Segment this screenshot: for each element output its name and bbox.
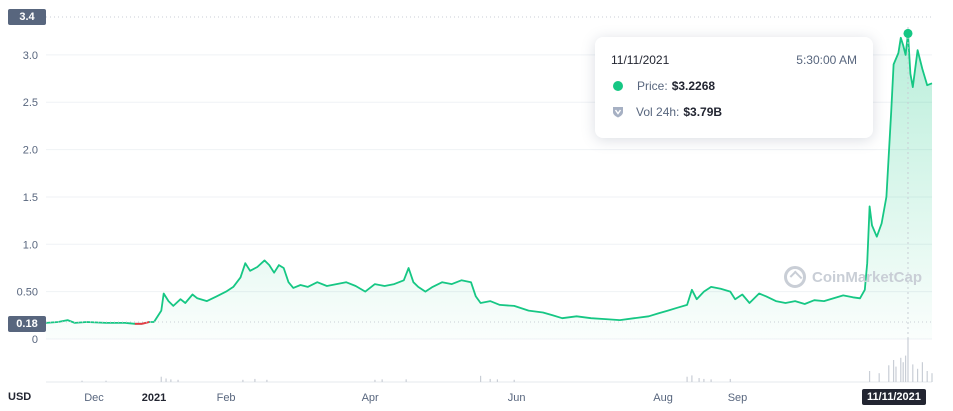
volume-bar <box>698 378 700 382</box>
volume-bar <box>892 360 895 382</box>
x-axis: Dec 2021 Feb Apr Jun Aug Sep <box>84 392 747 404</box>
volume-bar <box>904 355 907 382</box>
volume-bar <box>926 371 928 382</box>
y-tick-label: 2.5 <box>23 97 38 109</box>
tooltip-price-label: Price: <box>637 79 668 93</box>
volume-bar <box>479 375 482 382</box>
volume-bar <box>868 371 871 382</box>
volume-bar <box>381 379 383 382</box>
tooltip-date: 11/11/2021 <box>611 53 670 67</box>
x-tick-label: Jun <box>508 392 526 404</box>
volume-bar <box>878 373 880 382</box>
watermark-text: CoinMarketCap <box>812 268 923 286</box>
volume-bar <box>170 379 172 382</box>
price-line <box>45 32 933 325</box>
volume-bar <box>912 364 914 382</box>
volume-shield-icon <box>613 107 623 118</box>
x-tick-label: 2021 <box>142 392 166 404</box>
volume-bar <box>900 357 902 382</box>
volume-bar <box>907 338 909 382</box>
x-tick-label: Dec <box>84 392 104 404</box>
volume-bars <box>81 338 933 382</box>
watermark: CoinMarketCap <box>784 266 922 288</box>
y-axis: 3.0 2.5 2.0 1.5 1.0 0.50 0 <box>17 50 38 346</box>
volume-bar <box>496 379 499 382</box>
volume-bar <box>902 362 904 382</box>
volume-bar <box>374 379 376 382</box>
volume-bar <box>405 379 407 382</box>
min-price-badge: 0.18 <box>8 316 46 332</box>
hover-point <box>903 28 913 38</box>
volume-bar <box>489 378 491 382</box>
volume-bar <box>729 378 731 382</box>
price-area <box>46 33 932 340</box>
x-tick-label: Aug <box>653 392 673 404</box>
y-tick-label: 0 <box>32 334 38 346</box>
tooltip-price-value: $3.2268 <box>671 79 716 93</box>
y-tick-label: 1.5 <box>23 192 38 204</box>
tooltip-volume-value: $3.79B <box>683 105 723 119</box>
hover-date-badge: 11/11/2021 <box>862 389 926 405</box>
volume-bar <box>888 365 890 382</box>
volume-bar <box>81 380 83 382</box>
volume-bar <box>242 379 244 382</box>
price-line-down-segment <box>134 321 150 325</box>
volume-bar <box>703 378 705 382</box>
tooltip-time: 5:30:00 AM <box>796 53 857 67</box>
volume-bar <box>686 376 688 382</box>
volume-bar <box>105 380 107 382</box>
y-tick-label: 2.0 <box>23 145 38 157</box>
y-tick-label: 3.0 <box>23 50 38 62</box>
volume-bar <box>916 368 919 382</box>
volume-bar <box>160 376 162 382</box>
volume-bar <box>177 379 179 382</box>
y-tick-label: 1.0 <box>23 239 38 251</box>
tooltip-volume-label: Vol 24h: <box>636 105 680 119</box>
x-tick-label: Feb <box>217 392 236 404</box>
price-tooltip: 11/11/2021 5:30:00 AM Price: $3.2268 Vol… <box>595 37 873 138</box>
y-tick-label: 0.50 <box>17 287 38 299</box>
x-tick-label: Sep <box>728 392 748 404</box>
volume-bar <box>254 378 256 382</box>
volume-bar <box>165 378 167 382</box>
x-tick-label: Apr <box>362 392 379 404</box>
volume-bar <box>710 379 712 382</box>
volume-bar <box>691 375 693 382</box>
currency-label: USD <box>8 391 32 403</box>
volume-bar <box>921 362 923 382</box>
coinmarketcap-logo-icon <box>784 266 806 288</box>
max-price-badge: 3.4 <box>8 9 46 25</box>
volume-bar <box>513 379 515 382</box>
price-dot-icon <box>613 81 623 91</box>
volume-bar <box>895 366 897 382</box>
volume-bar <box>266 379 268 382</box>
volume-bar <box>931 373 933 382</box>
